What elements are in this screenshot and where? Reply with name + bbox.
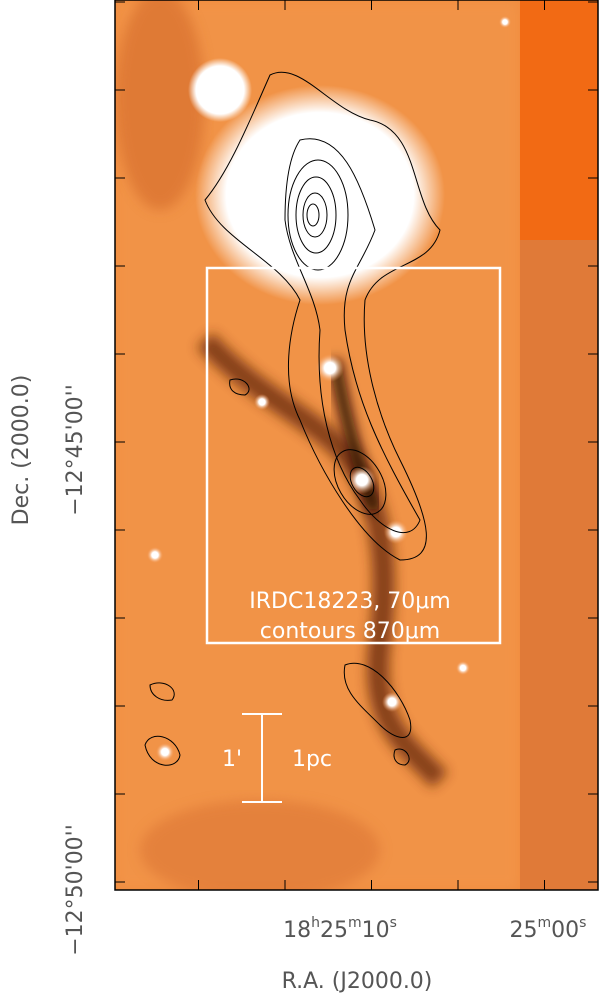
- annotation: IRDC18223, 70μm: [249, 589, 450, 614]
- zoom-box: [205, 266, 502, 645]
- scale-bar: [242, 713, 282, 803]
- x-tick-label: 18h25m10s: [283, 915, 397, 943]
- x-tick-label: 25m00s: [510, 915, 587, 943]
- y-tick-label: −12°45'00'': [63, 384, 88, 516]
- contours: [144, 71, 441, 766]
- y-axis-label: Dec. (2000.0): [9, 375, 34, 526]
- scale-label: 1': [222, 747, 242, 772]
- annotation: contours 870μm: [260, 619, 440, 644]
- x-axis-label: R.A. (J2000.0): [282, 969, 433, 994]
- image: [115, 0, 598, 890]
- ticks: [115, 0, 598, 890]
- y-tick-label: −12°50'00'': [63, 824, 88, 956]
- scale-label: 1pc: [292, 747, 332, 772]
- frame: [114, 0, 599, 891]
